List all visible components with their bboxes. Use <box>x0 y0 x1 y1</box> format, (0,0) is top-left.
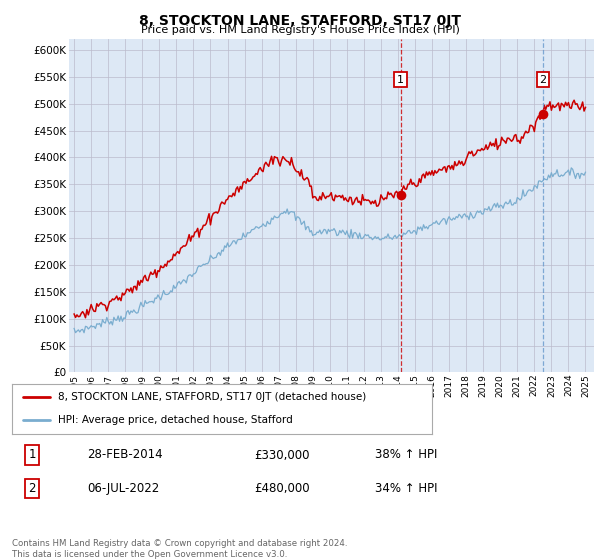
Text: 1: 1 <box>28 449 36 461</box>
Text: £330,000: £330,000 <box>254 449 310 461</box>
Text: 1: 1 <box>397 74 404 85</box>
Text: Contains HM Land Registry data © Crown copyright and database right 2024.
This d: Contains HM Land Registry data © Crown c… <box>12 539 347 559</box>
Text: 2: 2 <box>539 74 547 85</box>
Text: 8, STOCKTON LANE, STAFFORD, ST17 0JT: 8, STOCKTON LANE, STAFFORD, ST17 0JT <box>139 14 461 28</box>
Text: Price paid vs. HM Land Registry's House Price Index (HPI): Price paid vs. HM Land Registry's House … <box>140 25 460 35</box>
Text: 8, STOCKTON LANE, STAFFORD, ST17 0JT (detached house): 8, STOCKTON LANE, STAFFORD, ST17 0JT (de… <box>58 392 367 402</box>
Text: 38% ↑ HPI: 38% ↑ HPI <box>375 449 437 461</box>
Text: 2: 2 <box>28 482 36 495</box>
Text: 28-FEB-2014: 28-FEB-2014 <box>87 449 163 461</box>
Text: £480,000: £480,000 <box>254 482 310 495</box>
Text: HPI: Average price, detached house, Stafford: HPI: Average price, detached house, Staf… <box>58 416 293 426</box>
Text: 34% ↑ HPI: 34% ↑ HPI <box>375 482 437 495</box>
Text: 06-JUL-2022: 06-JUL-2022 <box>87 482 159 495</box>
